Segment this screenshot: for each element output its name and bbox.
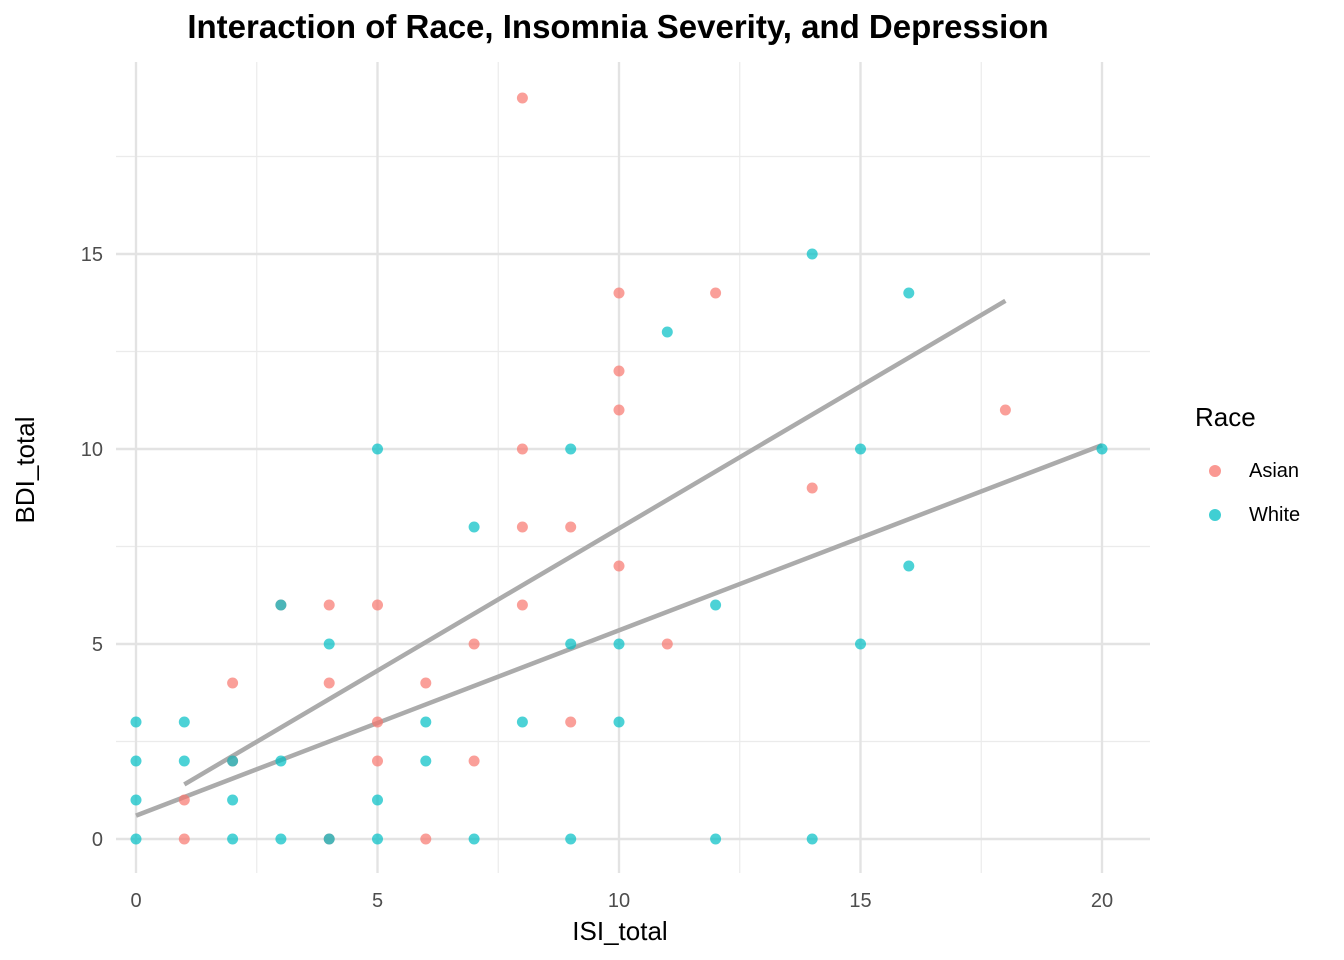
y-tick-label: 15 bbox=[81, 244, 103, 266]
x-axis-title: ISI_total bbox=[572, 916, 667, 946]
point-asian bbox=[613, 560, 625, 572]
legend-key-asian bbox=[1209, 465, 1221, 477]
fit-line-asian bbox=[183, 298, 1007, 787]
point-asian bbox=[999, 404, 1011, 416]
x-tick-label: 20 bbox=[1091, 890, 1113, 912]
point-white bbox=[806, 248, 818, 260]
x-tick-label: 0 bbox=[130, 890, 141, 912]
legend-key-white bbox=[1209, 509, 1221, 521]
point-asian bbox=[516, 521, 528, 533]
point-white bbox=[710, 833, 722, 845]
point-white bbox=[178, 755, 190, 767]
point-asian bbox=[323, 677, 335, 689]
x-tick-label: 5 bbox=[372, 890, 383, 912]
point-white bbox=[275, 833, 287, 845]
point-asian bbox=[420, 677, 432, 689]
tick-labels: 0 5 10 15 20 0 5 10 15 bbox=[81, 244, 1113, 912]
point-white bbox=[227, 833, 239, 845]
point-white bbox=[275, 755, 287, 767]
point-asian bbox=[178, 794, 190, 806]
point-asian bbox=[468, 755, 480, 767]
point-white bbox=[565, 638, 577, 650]
point-asian bbox=[806, 482, 818, 494]
chart-title: Interaction of Race, Insomnia Severity, … bbox=[187, 8, 1049, 45]
fit-line-white bbox=[135, 442, 1103, 818]
point-asian bbox=[661, 638, 673, 650]
point-white bbox=[565, 443, 577, 455]
y-tick-label: 10 bbox=[81, 439, 103, 461]
point-white bbox=[468, 521, 480, 533]
point-asian bbox=[613, 365, 625, 377]
point-white bbox=[130, 833, 142, 845]
point-white bbox=[275, 599, 287, 611]
point-white bbox=[227, 755, 239, 767]
point-asian bbox=[372, 716, 383, 728]
point-asian bbox=[516, 443, 528, 455]
legend: Race Asian White bbox=[1195, 402, 1300, 537]
point-white bbox=[710, 599, 722, 611]
y-axis-title: BDI_total bbox=[10, 417, 40, 524]
legend-title: Race bbox=[1195, 402, 1256, 432]
point-white bbox=[855, 638, 866, 650]
point-asian bbox=[323, 599, 335, 611]
point-white bbox=[806, 833, 818, 845]
point-white bbox=[468, 833, 480, 845]
point-asian bbox=[565, 521, 577, 533]
legend-label-white: White bbox=[1249, 503, 1301, 526]
point-white bbox=[420, 716, 432, 728]
point-white bbox=[372, 833, 383, 845]
point-white bbox=[227, 794, 239, 806]
point-asian bbox=[227, 677, 239, 689]
point-white bbox=[613, 716, 625, 728]
point-white bbox=[516, 716, 528, 728]
point-asian bbox=[613, 287, 625, 299]
point-white bbox=[372, 443, 383, 455]
point-white bbox=[323, 638, 335, 650]
point-asian bbox=[613, 404, 625, 416]
point-white bbox=[855, 443, 866, 455]
data-points bbox=[130, 92, 1108, 845]
point-asian bbox=[372, 599, 383, 611]
point-asian bbox=[372, 755, 383, 767]
point-white bbox=[613, 638, 625, 650]
point-white bbox=[130, 755, 142, 767]
point-asian bbox=[710, 287, 722, 299]
x-tick-label: 10 bbox=[608, 890, 630, 912]
point-white bbox=[903, 287, 915, 299]
point-white bbox=[130, 794, 142, 806]
x-tick-label: 15 bbox=[849, 890, 871, 912]
point-white bbox=[565, 833, 577, 845]
legend-item-white: White bbox=[1195, 493, 1300, 537]
y-tick-label: 0 bbox=[92, 829, 103, 851]
point-white bbox=[178, 716, 190, 728]
point-white bbox=[372, 794, 383, 806]
point-asian bbox=[516, 599, 528, 611]
grid bbox=[116, 62, 1150, 873]
point-asian bbox=[565, 716, 577, 728]
point-asian bbox=[420, 833, 432, 845]
point-asian bbox=[178, 833, 190, 845]
legend-label-asian: Asian bbox=[1249, 459, 1300, 482]
point-white bbox=[420, 755, 432, 767]
fit-lines bbox=[135, 298, 1103, 818]
point-white bbox=[1096, 443, 1108, 455]
point-white bbox=[661, 326, 673, 338]
point-asian bbox=[516, 92, 528, 104]
point-asian bbox=[468, 638, 480, 650]
point-white bbox=[130, 716, 142, 728]
legend-item-asian: Asian bbox=[1195, 449, 1300, 493]
point-white bbox=[323, 833, 335, 845]
y-tick-label: 5 bbox=[92, 634, 103, 656]
point-white bbox=[903, 560, 915, 572]
